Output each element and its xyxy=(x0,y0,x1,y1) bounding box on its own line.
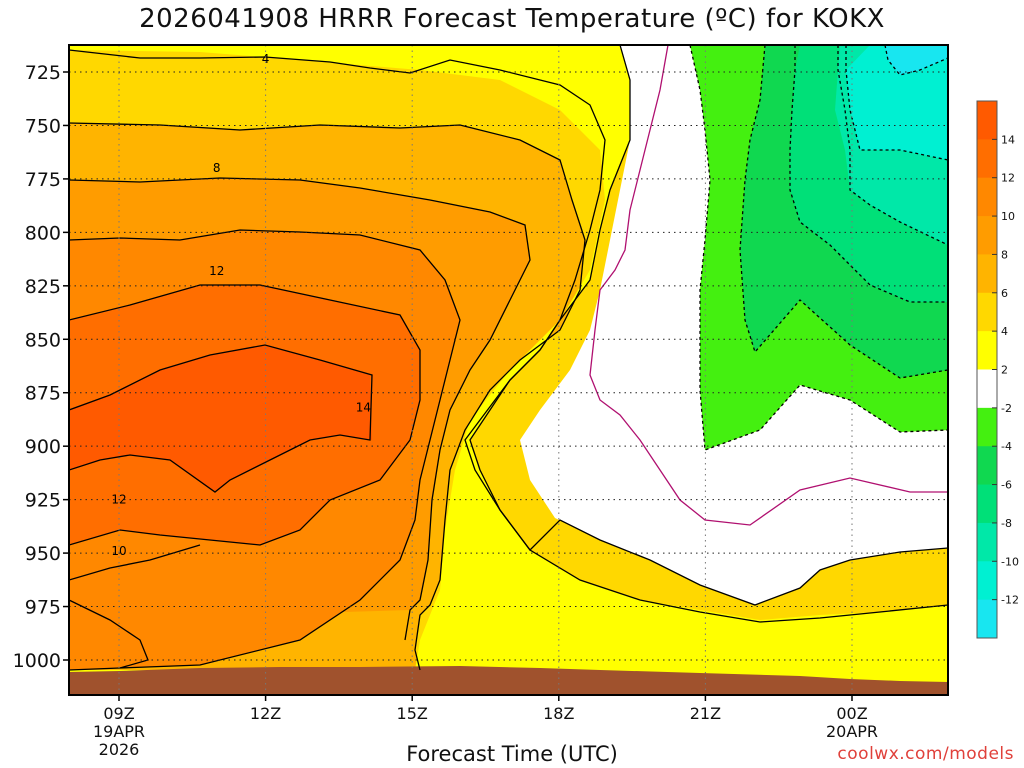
colorbar-swatch-4 xyxy=(977,254,997,294)
region-t2to4 xyxy=(69,45,948,695)
ytick-label-900: 900 xyxy=(25,436,61,458)
colorbar-label--6: -6 xyxy=(1001,479,1012,492)
xtick-sublabel-2026: 2026 xyxy=(99,740,140,759)
plot-frame xyxy=(68,44,949,696)
colorbar-label-6: 6 xyxy=(1001,287,1008,300)
colorbar-swatch-12 xyxy=(977,561,997,601)
x-axis-label: Forecast Time (UTC) xyxy=(406,742,618,766)
contour-line-14 xyxy=(845,45,948,161)
region-tcyan xyxy=(885,45,948,75)
site-credit: coolwx.com/models xyxy=(837,744,1014,764)
grid-lines xyxy=(69,45,948,695)
contour-label-5: 10 xyxy=(111,544,126,558)
contour-label-0: 4 xyxy=(262,52,270,66)
ground-surface xyxy=(69,666,948,695)
colorbar-swatch-5 xyxy=(977,292,997,332)
colorbar-swatch-1 xyxy=(977,139,997,179)
contour-line-5 xyxy=(69,344,373,493)
ytick-label-975: 975 xyxy=(25,597,61,619)
contour-line-6 xyxy=(69,544,201,581)
xtick-label-12Z: 12Z xyxy=(250,704,281,723)
contour-line-8 xyxy=(469,45,948,606)
colorbar-label-4: 4 xyxy=(1001,325,1008,338)
xtick-sublabel-20APR: 20APR xyxy=(826,722,878,741)
colorbar-label-14: 14 xyxy=(1001,133,1015,146)
colorbar-label-8: 8 xyxy=(1001,248,1008,261)
contour-line-2 xyxy=(69,177,531,641)
xtick-label-09Z: 09Z xyxy=(103,704,134,723)
ytick-label-800: 800 xyxy=(25,222,61,244)
colorbar-label--4: -4 xyxy=(1001,440,1012,453)
colorbar-swatch-6 xyxy=(977,331,997,370)
colorbar-label-10: 10 xyxy=(1001,210,1015,223)
contour-labels: 4 8 12 14 12 10 xyxy=(111,52,371,558)
xtick-label-18Z: 18Z xyxy=(543,704,574,723)
ytick-label-775: 775 xyxy=(25,169,61,191)
chart-title: 2026041908 HRRR Forecast Temperature (ºC… xyxy=(139,4,885,34)
xtick-label-21Z: 21Z xyxy=(690,704,721,723)
contour-lines xyxy=(69,45,948,671)
colorbar-label--8: -8 xyxy=(1001,517,1012,530)
colorbar-swatch-9 xyxy=(977,446,997,486)
contour-line-3 xyxy=(69,229,461,671)
contour-label-1: 8 xyxy=(213,161,221,175)
ytick-label-925: 925 xyxy=(25,490,61,512)
contour-line-7 xyxy=(69,599,149,669)
contour-line-11 xyxy=(739,45,948,379)
colorbar-swatch-11 xyxy=(977,522,997,562)
colorbar-swatch-10 xyxy=(977,484,997,524)
plot-area: 4 8 12 14 12 10 xyxy=(68,44,949,696)
region-tminus2to2 xyxy=(520,45,948,605)
contour-line-13 xyxy=(837,45,948,246)
colorbar-label--2: -2 xyxy=(1001,402,1012,415)
ytick-label-1000: 1000 xyxy=(13,650,61,672)
colorbar-swatch-3 xyxy=(977,216,997,255)
temperature-fills xyxy=(69,45,948,695)
contour-line-9 xyxy=(589,45,948,526)
colorbar: -12 -10 -8 -6 -4 -2 2 4 6 8 10 12 14 xyxy=(976,100,1019,639)
contour-line-1 xyxy=(69,122,586,671)
ytick-label-950: 950 xyxy=(25,543,61,565)
colorbar-swatch-0 xyxy=(977,101,997,140)
colorbar-swatch-7 xyxy=(977,369,997,409)
xtick-label-15Z: 15Z xyxy=(397,704,428,723)
contour-line-4 xyxy=(69,284,421,546)
contour-label-4: 12 xyxy=(111,493,126,507)
ytick-label-850: 850 xyxy=(25,329,61,351)
colorbar-swatch-13 xyxy=(977,599,997,639)
region-tminus12to10 xyxy=(846,45,948,160)
colorbar-label--10: -10 xyxy=(1001,555,1019,568)
contour-line-12 xyxy=(789,45,948,303)
colorbar-label-12: 12 xyxy=(1001,172,1015,185)
ytick-label-750: 750 xyxy=(25,115,61,137)
ytick-label-725: 725 xyxy=(25,62,61,84)
ytick-label-825: 825 xyxy=(25,276,61,298)
colorbar-swatch-8 xyxy=(977,407,997,447)
y-axis: 725 750 775 800 825 850 875 900 925 950 975 1000 xyxy=(13,62,69,672)
xtick-label-00Z: 00Z xyxy=(836,704,867,723)
ytick-label-875: 875 xyxy=(25,383,61,405)
contour-label-3: 14 xyxy=(356,401,371,415)
region-t14plus xyxy=(69,345,372,492)
contour-label-2: 12 xyxy=(209,264,224,278)
xtick-sublabel-19APR: 19APR xyxy=(93,722,145,741)
colorbar-label--12: -12 xyxy=(1001,594,1019,607)
colorbar-label-2: 2 xyxy=(1001,364,1008,377)
contour-line-0 xyxy=(69,49,948,623)
colorbar-swatch-2 xyxy=(977,177,997,217)
